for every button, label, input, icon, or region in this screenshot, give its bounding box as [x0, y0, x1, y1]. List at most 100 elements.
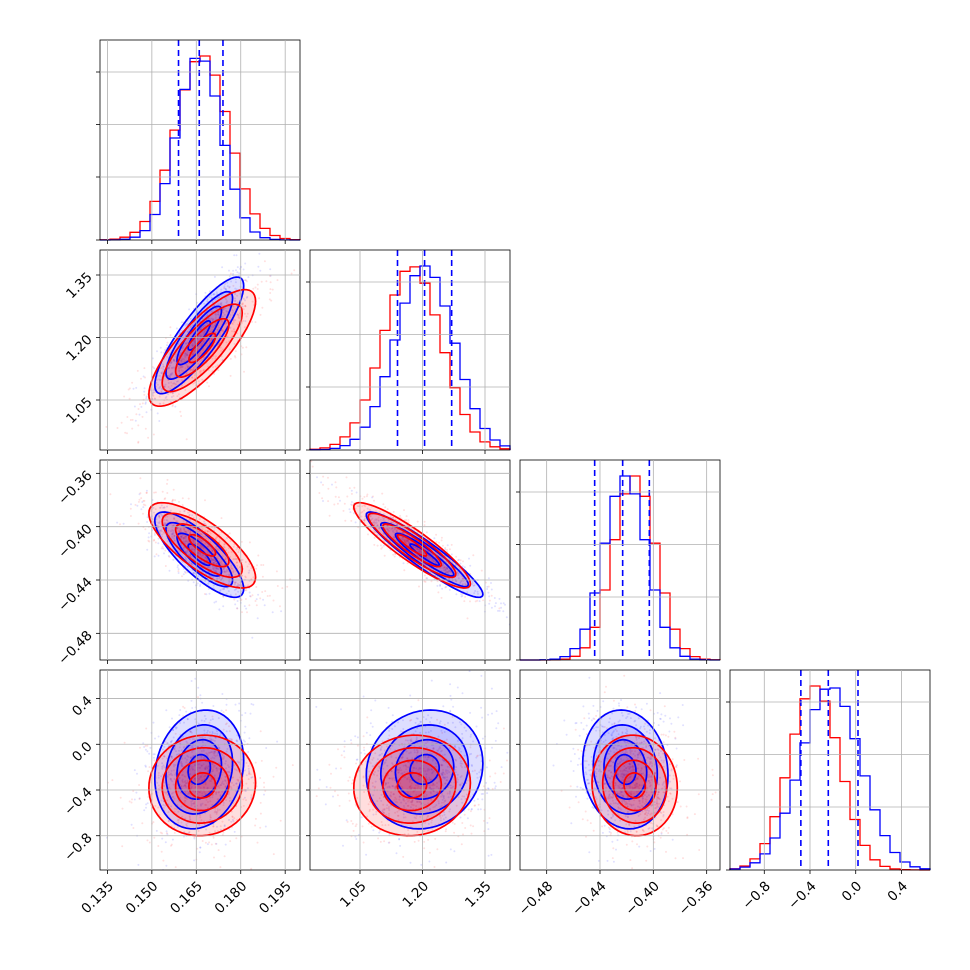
scatter-point: [146, 548, 149, 551]
scatter-point: [248, 772, 250, 775]
scatter-point: [189, 554, 191, 557]
scatter-point: [232, 269, 235, 272]
scatter-point: [225, 322, 228, 325]
scatter-point: [488, 599, 491, 602]
scatter-point: [452, 749, 455, 752]
scatter-point: [216, 798, 219, 801]
scatter-point: [432, 559, 435, 562]
scatter-point: [204, 736, 206, 739]
scatter-point: [232, 545, 235, 548]
scatter-point: [454, 771, 457, 774]
scatter-point: [223, 313, 226, 316]
scatter-point: [224, 780, 227, 783]
scatter-point: [231, 330, 233, 333]
scatter-point: [233, 589, 236, 591]
scatter-point: [134, 419, 137, 422]
contour-fill-series-0: [410, 544, 440, 566]
scatter-point: [461, 732, 464, 735]
scatter-point: [243, 796, 246, 799]
scatter-point: [413, 767, 416, 769]
contour-line-series-0: [153, 511, 245, 599]
scatter-point: [196, 337, 199, 340]
scatter-point: [211, 718, 214, 721]
scatter-point: [214, 331, 217, 334]
scatter-point: [213, 856, 215, 859]
scatter-point: [185, 371, 188, 374]
scatter-point: [481, 737, 484, 740]
scatter-point: [217, 313, 220, 316]
scatter-point: [169, 777, 172, 780]
scatter-point: [234, 278, 237, 281]
scatter-point: [212, 576, 215, 578]
scatter-point: [201, 773, 204, 776]
scatter-point: [189, 765, 192, 768]
scatter-point: [167, 382, 170, 384]
scatter-point: [225, 799, 227, 802]
scatter-point: [215, 791, 218, 794]
scatter-point: [217, 791, 220, 794]
scatter-point: [105, 425, 108, 428]
scatter-point: [258, 252, 261, 255]
scatter-point: [161, 748, 164, 751]
scatter-point: [266, 595, 269, 597]
scatter-point: [182, 573, 185, 576]
scatter-point: [204, 324, 207, 327]
scatter-point: [471, 580, 474, 583]
scatter-point: [212, 739, 215, 742]
scatter-point: [407, 519, 410, 522]
scatter-point: [391, 527, 394, 530]
scatter-point: [229, 555, 232, 558]
scatter-point: [391, 521, 394, 524]
scatter-point: [236, 760, 239, 763]
scatter-point: [200, 327, 203, 330]
scatter-point: [248, 737, 251, 740]
scatter-point: [186, 754, 189, 757]
scatter-point: [404, 537, 407, 540]
scatter-point: [179, 366, 182, 369]
scatter-point: [180, 764, 183, 767]
scatter-point: [152, 821, 155, 824]
scatter-point: [426, 778, 429, 781]
scatter-point: [230, 551, 233, 553]
scatter-point: [236, 607, 239, 610]
panel-frame: [309, 249, 511, 451]
scatter-point: [203, 729, 206, 732]
scatter-point: [363, 752, 366, 755]
scatter-point: [265, 747, 268, 749]
scatter-point: [236, 301, 239, 304]
scatter-point: [456, 571, 459, 574]
scatter-point: [193, 802, 196, 805]
scatter-point: [235, 739, 238, 742]
scatter-point: [415, 767, 418, 770]
scatter-point: [164, 792, 167, 795]
scatter-point: [183, 795, 186, 798]
scatter-point: [236, 818, 238, 821]
scatter-point: [201, 378, 204, 381]
scatter-point: [425, 577, 428, 580]
scatter-point: [111, 779, 114, 782]
scatter-point: [143, 746, 146, 748]
scatter-point: [402, 797, 405, 800]
scatter-point: [143, 499, 146, 502]
scatter-point: [190, 804, 193, 807]
scatter-point: [136, 369, 139, 372]
scatter-point: [185, 710, 188, 713]
scatter-point: [255, 567, 258, 570]
scatter-point: [449, 710, 452, 713]
scatter-point: [166, 519, 169, 522]
scatter-point: [212, 825, 215, 828]
scatter-point: [192, 539, 195, 542]
scatter-point: [212, 705, 215, 707]
scatter-point: [232, 569, 235, 572]
scatter-point: [170, 755, 173, 758]
scatter-point: [213, 774, 216, 777]
scatter-point: [147, 770, 150, 773]
scatter-point: [406, 539, 409, 542]
scatter-point: [248, 770, 250, 773]
scatter-point: [147, 536, 150, 539]
scatter-point: [215, 355, 217, 358]
scatter-point: [218, 746, 221, 749]
scatter-point: [157, 735, 160, 738]
scatter-point: [236, 332, 239, 335]
scatter-point: [186, 779, 189, 782]
